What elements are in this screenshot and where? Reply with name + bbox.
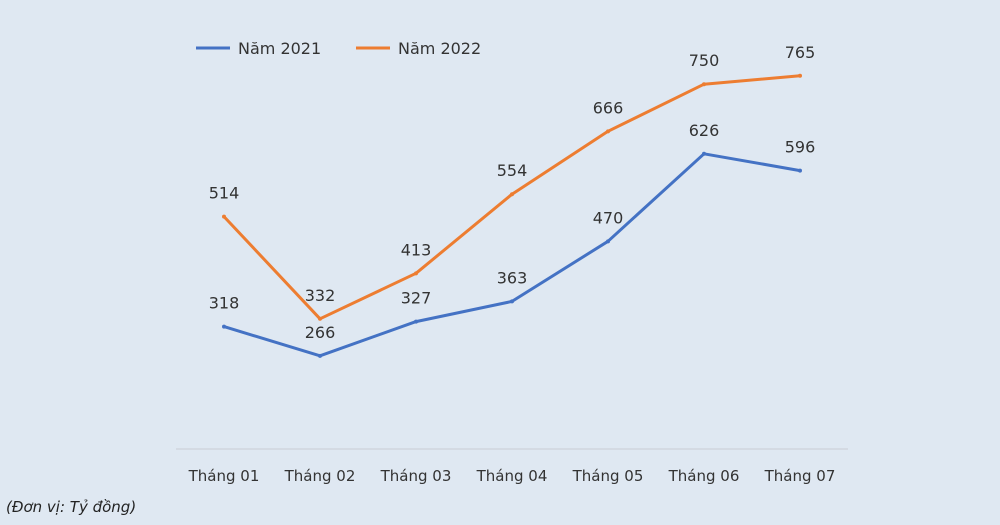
x-tick-label-5: Tháng 05 (572, 467, 644, 485)
series-layer (222, 73, 802, 358)
data-point-s2-4 (510, 192, 514, 197)
x-tick-label-7: Tháng 07 (764, 467, 836, 485)
data-label-s1-5: 470 (593, 208, 624, 227)
data-label-s1-7: 596 (785, 138, 816, 157)
data-label-s1-2: 266 (305, 323, 336, 342)
data-point-s1-5 (606, 239, 610, 244)
x-tick-label-1: Tháng 01 (188, 467, 260, 485)
data-point-s2-3 (414, 271, 418, 276)
data-label-s2-7: 765 (785, 43, 816, 62)
data-point-s1-1 (222, 324, 226, 329)
data-point-s1-3 (414, 319, 418, 324)
unit-note: (Đơn vị: Tỷ đồng) (6, 498, 137, 516)
x-tick-label-6: Tháng 06 (668, 467, 740, 485)
data-label-s1-4: 363 (497, 268, 528, 287)
data-point-s1-4 (510, 299, 514, 304)
x-axis-ticks: Tháng 01 Tháng 02 Tháng 03 Tháng 04 Tháng 05… (188, 467, 836, 485)
data-label-s2-5: 666 (593, 98, 624, 117)
data-label-s2-2: 332 (305, 286, 336, 305)
data-point-s2-7 (798, 73, 802, 78)
data-point-s2-5 (606, 129, 610, 134)
x-tick-label-4: Tháng 04 (476, 467, 548, 485)
data-point-s1-6 (702, 151, 706, 156)
data-labels: 318 266 327 363 470 626 596 514 332 413 554 666 750 7… (209, 43, 816, 342)
data-point-s1-7 (798, 168, 802, 173)
legend-label-2: Năm 2022 (398, 39, 481, 58)
data-label-s1-6: 626 (689, 121, 720, 140)
data-label-s2-1: 514 (209, 184, 240, 203)
data-label-s2-4: 554 (497, 161, 528, 180)
data-point-s2-1 (222, 214, 226, 219)
x-tick-label-2: Tháng 02 (284, 467, 356, 485)
data-label-s2-3: 413 (401, 240, 432, 259)
legend-label-1: Năm 2021 (238, 39, 321, 58)
data-point-s2-2 (318, 316, 322, 321)
x-tick-label-3: Tháng 03 (380, 467, 452, 485)
data-point-s2-6 (702, 82, 706, 87)
data-label-s1-1: 318 (209, 294, 240, 313)
data-point-s1-2 (318, 353, 322, 358)
data-label-s1-3: 327 (401, 289, 432, 308)
legend: Năm 2021 Năm 2022 (196, 39, 481, 58)
data-label-s2-6: 750 (689, 51, 720, 70)
